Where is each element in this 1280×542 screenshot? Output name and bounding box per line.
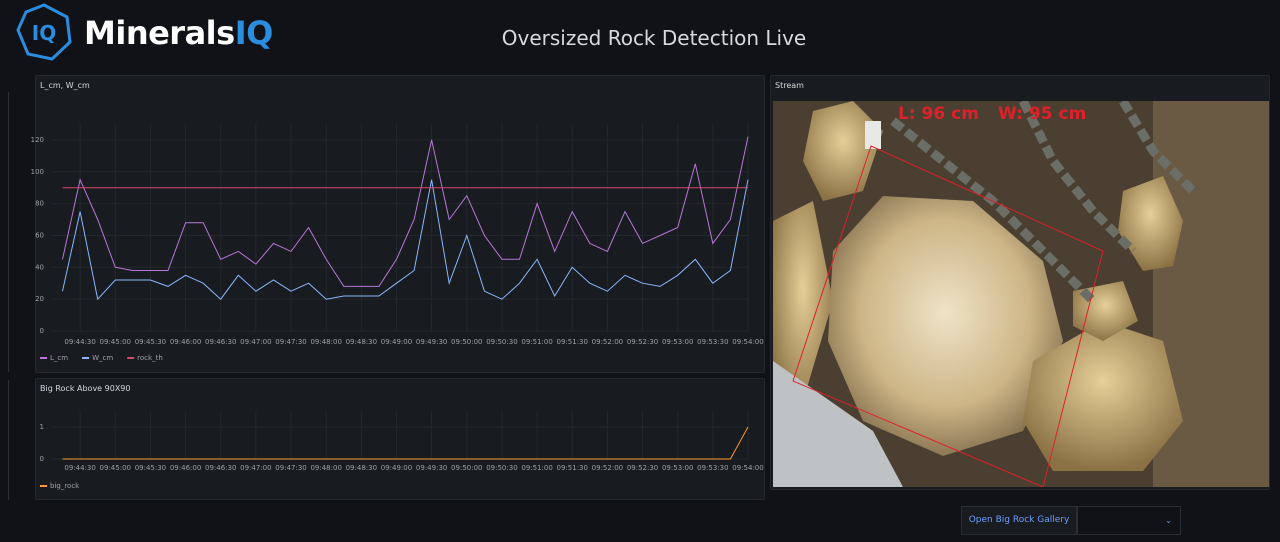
logo-text: Minerals	[84, 14, 235, 52]
panel-title: Big Rock Above 90X90	[40, 384, 131, 393]
logo-badge-text: IQ	[32, 21, 56, 45]
dropdown-toggle[interactable]: ⌄	[1077, 506, 1181, 535]
panel: Stream L: 96 cm W: 95 cm	[770, 75, 1270, 490]
panel-title: L_cm, W_cm	[40, 81, 90, 90]
dashboard-title: Oversized Rock Detection Live	[501, 26, 807, 50]
logo: MineralsIQ	[84, 14, 273, 52]
panel: L_cm, W_cm	[35, 75, 765, 373]
row-divider	[8, 92, 9, 372]
panel: Big Rock Above 90X90	[35, 378, 765, 500]
logo-accent: IQ	[234, 14, 274, 52]
overlay-width: W: 95 cm	[998, 104, 1086, 124]
gallery-button[interactable]: Open Big Rock Gallery	[961, 506, 1077, 535]
logo-badge-box: IQ	[14, 2, 74, 62]
stream-image: L: 96 cm W: 95 cm	[773, 101, 1269, 487]
overlay-length: L: 96 cm	[898, 104, 979, 124]
row-divider	[8, 380, 9, 500]
logo-badge: IQ	[16, 3, 72, 61]
panel-title: Stream	[775, 81, 804, 90]
